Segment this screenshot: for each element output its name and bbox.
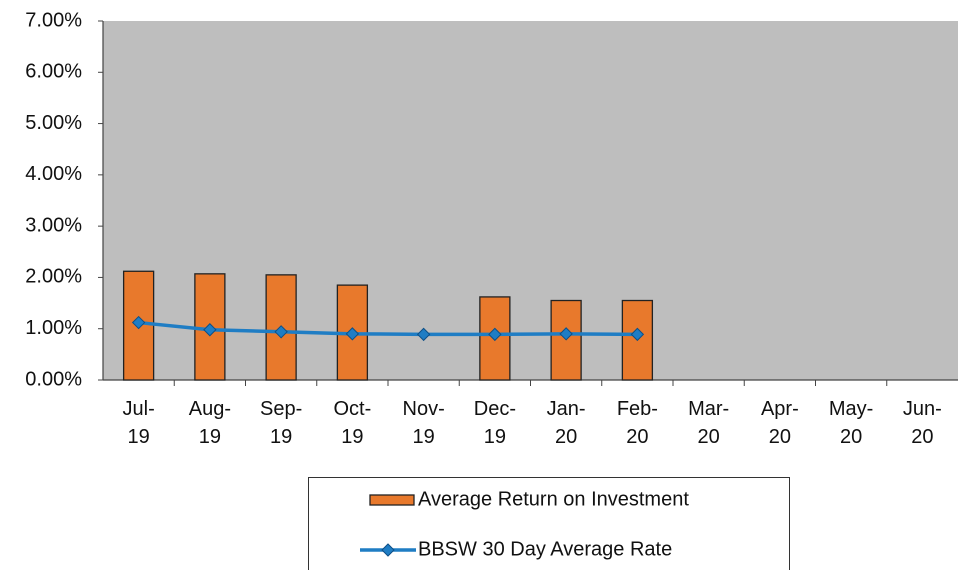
y-tick-label: 0.00% [25,368,82,390]
line-marker [630,327,645,342]
x-tick-label: Feb-20 [617,398,658,448]
x-tick-label: Aug-19 [189,398,231,448]
y-tick-label: 6.00% [25,61,82,83]
plot-area [103,21,958,380]
line-marker [345,327,360,341]
x-tick-label: Jan-20 [547,398,586,448]
line-marker [416,327,431,342]
x-tick-label: Dec-19 [474,398,516,448]
legend-swatch-marker [381,543,395,557]
y-tick-label: 1.00% [25,317,82,339]
legend-label: BBSW 30 Day Average Rate [418,538,672,560]
y-tick-label: 3.00% [25,214,82,236]
x-tick-label: Jun-20 [903,398,942,448]
y-tick-label: 4.00% [25,163,82,185]
line-marker [131,315,146,330]
x-tick-label: Mar-20 [688,398,729,448]
x-tick-label: Sep-19 [260,398,302,448]
line-marker [274,325,288,339]
x-tick-label: Apr-20 [761,398,799,448]
line-marker [203,323,217,337]
y-tick-label: 7.00% [25,9,82,31]
x-tick-label: Jul-19 [123,398,155,448]
legend-box [308,477,790,570]
line-marker [488,327,502,342]
x-tick-label: Nov-19 [403,398,445,448]
line-marker [559,327,573,341]
line [138,320,638,337]
x-tick-label: Oct-19 [333,398,371,448]
legend-swatch [369,494,415,506]
x-tick-label: May-20 [829,398,873,448]
legend-label: Average Return on Investment [418,488,689,510]
y-tick-label: 2.00% [25,266,82,288]
y-tick-label: 5.00% [25,112,82,134]
